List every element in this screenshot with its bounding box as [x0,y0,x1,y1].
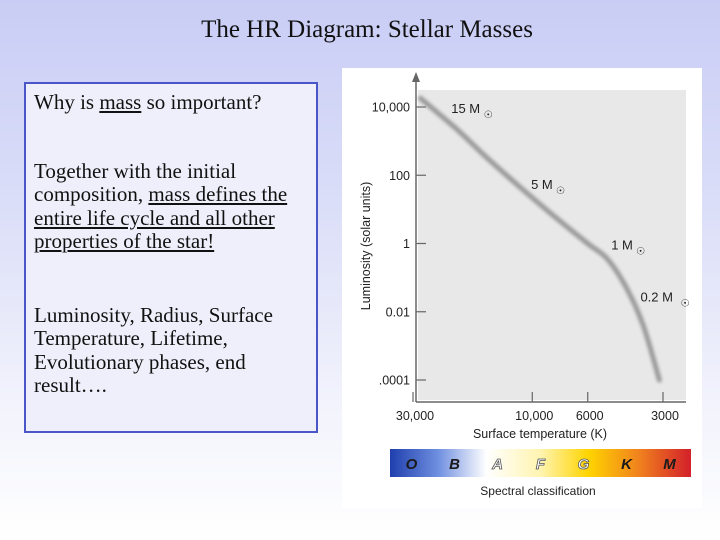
main-sequence-curve [418,95,662,383]
x-ticks: 30,000 10,000 6000 3000 [396,392,679,423]
mass-label: 0.2 M [640,289,673,304]
mass-labels: 15 M ☉5 M ☉1 M ☉0.2 M ☉ [451,101,689,309]
mass-paragraph-prefix: Together with the initial composition, [34,158,237,206]
y-axis-arrow [412,72,420,82]
spectral-letter: O [406,456,418,473]
solar-symbol-icon: ☉ [680,298,689,309]
y-ticks: 10,000 100 1 0.01 .0001 [372,101,426,388]
mass-paragraph: Together with the initial composition, m… [34,158,308,254]
spectral-letter: G [578,456,590,473]
spectral-letter: F [536,456,546,473]
spectral-letter: K [621,456,633,473]
y-tick-label: 0.01 [386,305,410,319]
x-axis-label: Surface temperature (K) [473,427,607,441]
spectral-classification-label: Spectral classification [480,484,595,498]
x-tick-label: 30,000 [396,409,434,423]
x-tick-label: 10,000 [515,409,553,423]
y-tick-label: .0001 [379,374,410,388]
solar-symbol-icon: ☉ [636,247,645,258]
properties-paragraph: Luminosity, Radius, Surface Temperature,… [34,302,273,397]
text-box: Why is mass so important? Together with … [24,82,318,433]
solar-symbol-icon: ☉ [556,186,565,197]
y-tick-label: 1 [403,237,410,251]
x-tick-label: 6000 [576,409,604,423]
hr-diagram-svg: 10,000 100 1 0.01 .0001 30,000 10,000 6000 3000… [359,72,691,498]
spectral-letter: A [491,456,503,473]
mass-label: 1 M [611,238,633,253]
question-prefix: Why is [34,90,100,114]
mass-label: 15 M [451,101,480,116]
plot-background [418,90,686,400]
y-axis-label: Luminosity (solar units) [359,182,373,311]
x-tick-label: 3000 [651,409,679,423]
slide-title: The HR Diagram: Stellar Masses [201,16,533,43]
y-tick-label: 100 [389,169,410,183]
spectral-letter: B [449,456,460,473]
y-tick-label: 10,000 [372,101,410,115]
solar-symbol-icon: ☉ [484,110,493,121]
question-paragraph: Why is mass so important? [34,90,308,115]
spectral-color-bar [390,449,691,477]
hr-diagram-figure: 10,000 100 1 0.01 .0001 30,000 10,000 6000 3000… [342,68,702,508]
mass-label: 5 M [531,177,553,192]
spectral-letter: M [663,456,676,473]
mass-paragraph-underlined: mass defines the entire life cycle and a… [34,182,288,253]
question-suffix: so important? [141,90,262,114]
mass-word: mass [99,90,142,114]
